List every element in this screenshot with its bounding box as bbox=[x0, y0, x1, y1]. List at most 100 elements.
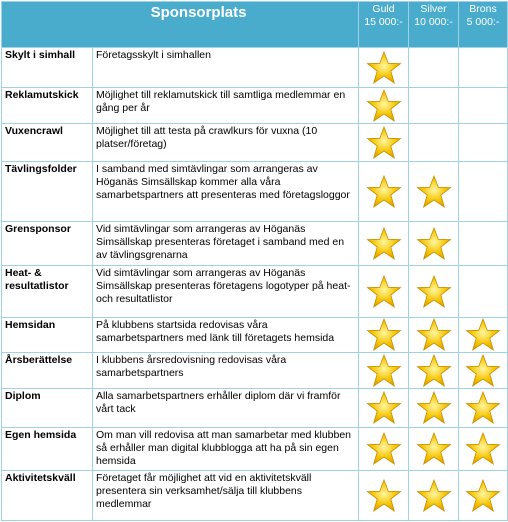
level-cell bbox=[358, 388, 410, 428]
level-cell bbox=[358, 87, 410, 124]
level: Guld 15 000:- bbox=[358, 1, 410, 48]
level-cell bbox=[458, 123, 508, 162]
level-cell bbox=[458, 87, 508, 124]
level-cell bbox=[458, 352, 508, 389]
row-label: Diplom bbox=[1, 388, 93, 428]
row-label: Hemsidan bbox=[1, 317, 93, 353]
star bbox=[366, 51, 402, 85]
star bbox=[366, 175, 402, 209]
level-name: Brons bbox=[469, 3, 497, 15]
level: Silver 10 000:- bbox=[408, 1, 460, 48]
star bbox=[465, 318, 501, 352]
row: Vuxencrawl Möjlighet till att testa på cr… bbox=[1, 123, 508, 162]
row: Heat- & resultatlistor Vid simtävlingar s… bbox=[1, 265, 508, 318]
star bbox=[366, 318, 402, 352]
star bbox=[416, 318, 452, 352]
star bbox=[416, 275, 452, 309]
level-cell bbox=[458, 427, 508, 471]
star bbox=[366, 126, 402, 160]
header-row: Sponsorplats Guld 15 000:- Silver 10 000:-… bbox=[0, 1, 508, 48]
row: Årsberättelse I klubbens årsredovisning r… bbox=[1, 352, 508, 389]
level-cell bbox=[358, 161, 410, 222]
row: Diplom Alla samarbetspartners erhåller di… bbox=[1, 388, 508, 428]
level-cell bbox=[358, 352, 410, 389]
level: Brons 5 000:- bbox=[458, 1, 508, 48]
star bbox=[366, 89, 402, 123]
level-price: 15 000:- bbox=[364, 16, 403, 28]
row-description: I klubbens årsredovisning redovisas våra… bbox=[91, 352, 360, 389]
row-label: Egen hemsida bbox=[1, 427, 93, 471]
row-description: Möjlighet till att testa på crawlkurs fö… bbox=[91, 123, 360, 162]
title: Sponsorplats bbox=[0, 1, 360, 48]
row-label: Skylt i simhall bbox=[1, 47, 93, 88]
row: Skylt i simhall Företagsskylt i simhallen bbox=[1, 47, 508, 88]
row-description: Om man vill redovisa att man samarbetar … bbox=[91, 427, 360, 471]
level-cell bbox=[408, 470, 460, 521]
row: Hemsidan På klubbens startsida redovisas … bbox=[1, 317, 508, 353]
row-description: Alla samarbetspartners erhåller diplom d… bbox=[91, 388, 360, 428]
level-cell bbox=[408, 221, 460, 266]
level-cell bbox=[358, 265, 410, 318]
row-description: På klubbens startsida redovisas våra sam… bbox=[91, 317, 360, 353]
level-cell bbox=[358, 47, 410, 88]
row: Tävlingsfolder I samband med simtävlingar… bbox=[1, 161, 508, 222]
row: Aktivitetskväll Företaget får möjlighet a… bbox=[1, 470, 508, 521]
star bbox=[465, 391, 501, 425]
row-description: Vid simtävlingar som arrangeras av Högan… bbox=[91, 265, 360, 318]
level-cell bbox=[408, 87, 460, 124]
star bbox=[416, 227, 452, 261]
star bbox=[416, 432, 452, 466]
row-label: Heat- & resultatlistor bbox=[1, 265, 93, 318]
row-label: Reklamutskick bbox=[1, 87, 93, 124]
star bbox=[465, 354, 501, 388]
level-cell bbox=[408, 47, 460, 88]
row-label: Vuxencrawl bbox=[1, 123, 93, 162]
row-description: Företaget får möjlighet att vid en aktiv… bbox=[91, 470, 360, 521]
star bbox=[366, 227, 402, 261]
row: Reklamutskick Möjlighet till reklamutskic… bbox=[1, 87, 508, 124]
star bbox=[465, 432, 501, 466]
row-description: I samband med simtävlingar som arrangera… bbox=[91, 161, 360, 222]
row-label: Tävlingsfolder bbox=[1, 161, 93, 222]
star bbox=[366, 479, 402, 513]
star bbox=[366, 432, 402, 466]
level-cell bbox=[358, 470, 410, 521]
level-cell bbox=[408, 265, 460, 318]
level-cell bbox=[408, 317, 460, 353]
level-cell bbox=[458, 388, 508, 428]
row-description: Möjlighet till reklamutskick till samtli… bbox=[91, 87, 360, 124]
level-cell bbox=[358, 427, 410, 471]
row-label: Grensponsor bbox=[1, 221, 93, 266]
level-cell bbox=[408, 352, 460, 389]
level-cell bbox=[408, 388, 460, 428]
star bbox=[416, 391, 452, 425]
level-cell bbox=[458, 47, 508, 88]
level-name: Guld bbox=[372, 3, 395, 15]
level-cell bbox=[408, 161, 460, 222]
level-cell bbox=[458, 221, 508, 266]
level-price: 10 000:- bbox=[414, 16, 453, 28]
row-label: Aktivitetskväll bbox=[1, 470, 93, 521]
level-cell bbox=[358, 123, 410, 162]
row: Egen hemsida Om man vill redovisa att man… bbox=[1, 427, 508, 471]
star bbox=[366, 275, 402, 309]
level-cell bbox=[458, 317, 508, 353]
row: Grensponsor Vid simtävlingar som arranger… bbox=[1, 221, 508, 266]
level-cell bbox=[358, 221, 410, 266]
level-price: 5 000:- bbox=[466, 16, 500, 28]
row-description: Vid simtävlingar som arrangeras av Högan… bbox=[91, 221, 360, 266]
star bbox=[366, 354, 402, 388]
star bbox=[416, 354, 452, 388]
level-name: Silver bbox=[420, 3, 447, 15]
row-label: Årsberättelse bbox=[1, 352, 93, 389]
level-cell bbox=[408, 123, 460, 162]
star bbox=[416, 479, 452, 513]
star bbox=[465, 479, 501, 513]
star bbox=[366, 391, 402, 425]
level-cell bbox=[408, 427, 460, 471]
level-cell bbox=[458, 265, 508, 318]
level-cell bbox=[358, 317, 410, 353]
row-description: Företagsskylt i simhallen bbox=[91, 47, 360, 88]
